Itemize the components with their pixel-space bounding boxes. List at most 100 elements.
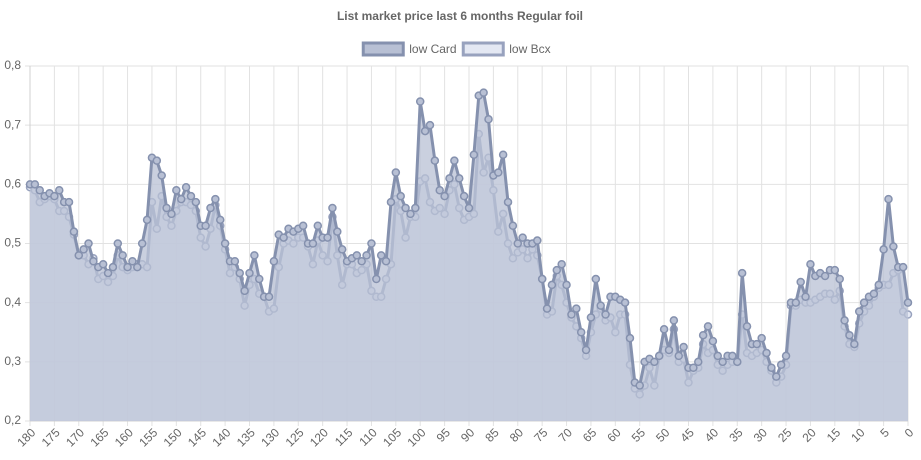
data-point — [30, 180, 40, 189]
data-point — [494, 168, 503, 177]
data-point — [869, 289, 879, 299]
data-point — [728, 351, 737, 361]
x-tick-label: 100 — [405, 425, 429, 449]
data-point — [874, 280, 883, 290]
data-point — [352, 251, 362, 260]
data-point — [513, 239, 523, 248]
x-tick-label: 85 — [482, 425, 502, 445]
x-tick-label: 170 — [63, 425, 87, 449]
data-point — [840, 316, 849, 325]
data-point — [669, 316, 679, 325]
y-tick-label: 0,7 — [4, 117, 21, 131]
data-point — [562, 280, 571, 290]
data-point — [845, 330, 854, 340]
data-point — [64, 197, 74, 207]
data-point — [508, 221, 518, 230]
data-point — [884, 194, 893, 204]
x-tick-label: 155 — [136, 425, 160, 449]
x-tick-label: 110 — [356, 425, 380, 449]
data-point — [264, 292, 274, 301]
data-point — [542, 304, 552, 313]
data-point — [903, 298, 913, 307]
data-point — [167, 209, 176, 219]
data-point — [118, 251, 127, 260]
data-point — [84, 239, 93, 248]
x-tick-label: 120 — [307, 425, 331, 449]
data-point — [162, 203, 171, 213]
data-point — [181, 183, 191, 192]
data-point — [381, 257, 391, 266]
data-point — [479, 88, 488, 97]
data-point — [664, 345, 674, 355]
data-point — [152, 156, 162, 165]
data-point — [742, 322, 752, 331]
data-point — [801, 292, 810, 301]
data-point — [357, 257, 366, 266]
data-point — [537, 274, 547, 284]
x-tick-label: 40 — [702, 425, 722, 445]
data-point — [137, 239, 147, 248]
data-point — [435, 186, 444, 195]
data-point — [157, 171, 166, 180]
data-point — [591, 274, 601, 284]
data-point — [791, 298, 801, 307]
data-point — [469, 150, 479, 159]
x-tick-label: 125 — [283, 425, 307, 449]
series-area — [30, 92, 908, 421]
data-point — [850, 339, 859, 349]
data-point — [650, 357, 659, 367]
data-point — [733, 357, 742, 367]
data-point — [235, 268, 244, 278]
data-point — [391, 168, 401, 177]
data-point — [586, 313, 596, 322]
data-point — [386, 197, 396, 207]
y-tick-label: 0,8 — [4, 58, 21, 72]
x-tick-label: 135 — [234, 425, 258, 449]
data-point — [708, 336, 718, 346]
data-point — [269, 257, 279, 266]
data-point — [737, 268, 747, 278]
data-point — [215, 215, 225, 225]
x-tick-label: 10 — [848, 425, 868, 445]
data-point — [752, 339, 762, 349]
x-tick-label: 0 — [902, 425, 917, 440]
x-tick-label: 15 — [824, 425, 844, 445]
x-tick-label: 140 — [209, 425, 233, 449]
data-point — [298, 221, 308, 230]
data-point — [767, 363, 776, 372]
data-point — [133, 262, 142, 272]
data-point — [772, 372, 781, 381]
x-tick-label: 70 — [556, 425, 576, 445]
x-tick-label: 115 — [332, 425, 356, 449]
data-point — [425, 120, 435, 130]
x-tick-label: 150 — [161, 425, 185, 449]
data-point — [503, 197, 513, 207]
x-tick-label: 5 — [877, 425, 892, 440]
x-tick-label: 180 — [14, 425, 38, 449]
data-point — [362, 251, 371, 260]
data-point — [635, 381, 644, 390]
data-point — [89, 257, 98, 266]
data-point — [255, 274, 264, 284]
data-point — [230, 257, 240, 266]
data-point — [128, 257, 137, 266]
y-tick-label: 0,4 — [4, 295, 21, 309]
data-point — [620, 298, 630, 307]
data-point — [415, 97, 425, 106]
data-point — [694, 357, 703, 367]
data-point — [689, 363, 698, 372]
data-point — [186, 191, 196, 201]
data-point — [547, 280, 557, 290]
data-point — [498, 150, 508, 159]
data-point — [567, 310, 576, 319]
x-tick-label: 90 — [458, 425, 478, 445]
x-tick-label: 75 — [531, 425, 551, 445]
x-tick-label: 45 — [678, 425, 698, 445]
x-tick-label: 95 — [434, 425, 454, 445]
x-tick-label: 30 — [751, 425, 771, 445]
data-point — [35, 186, 45, 195]
legend-swatch — [461, 41, 505, 57]
legend-label: low Bcx — [509, 42, 550, 56]
x-tick-label: 25 — [775, 425, 795, 445]
